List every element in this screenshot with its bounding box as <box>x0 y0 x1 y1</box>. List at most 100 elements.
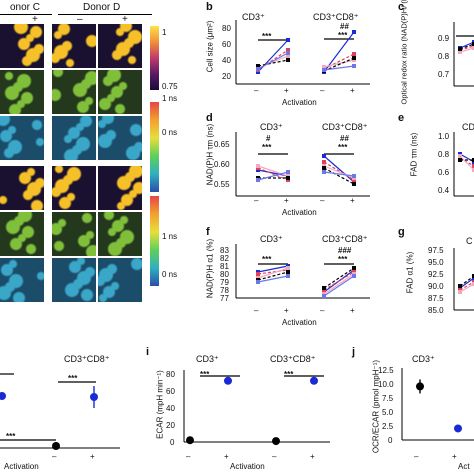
colorbar-redox <box>150 26 159 90</box>
panel-e-pair-end <box>472 164 474 168</box>
panel-b-left-pair-end <box>286 54 290 58</box>
panel-f-plot <box>235 244 370 299</box>
panel-h-plot <box>0 373 120 450</box>
panel-c-label: c <box>398 1 405 13</box>
panel-b-left-pair-end <box>286 48 290 52</box>
cbar-mid-tick-2: 0 ns <box>162 128 178 137</box>
donor-c-underline <box>0 14 52 15</box>
panel-d-left-pair-line <box>257 171 289 181</box>
panel-b-x-plus-1: + <box>284 86 289 95</box>
panel-e-label: e <box>398 112 405 124</box>
panel-i-ytick-0: 0 <box>170 438 175 447</box>
panel-i-x-plus-2: + <box>310 452 315 461</box>
panel-b-left-pair-line <box>257 52 289 70</box>
micrograph-tile <box>0 116 44 160</box>
panel-j-ytick-50: 5.0 <box>382 408 394 417</box>
donor-c-plus-header: + <box>32 14 38 25</box>
panel-b-sig-top-right: ## <box>340 22 349 31</box>
panel-h-x-minus: – <box>52 452 57 461</box>
panel-g-pair-line <box>459 283 474 293</box>
panel-b-ytick-60: 60 <box>222 40 231 49</box>
panel-d-title-right: CD3⁺CD8⁺ <box>322 122 368 132</box>
panel-i-ylabel: ECAR (mpH min⁻¹) <box>155 370 165 439</box>
panel-g-ylabel: FAD α1 (%) <box>405 251 415 294</box>
panel-b-ytick-40: 40 <box>222 56 231 65</box>
panel-b-label: b <box>206 1 213 13</box>
cbar-bot-tick-1: 1 ns <box>162 232 178 241</box>
micrograph-tile <box>52 258 96 302</box>
panel-f-ytick-82: 82 <box>220 254 229 263</box>
panel-d-sig-top-left: # <box>266 134 271 143</box>
panel-b-left-pair-line <box>257 59 289 67</box>
panel-f-ytick-77: 77 <box>220 294 229 303</box>
panel-i-sig-left: *** <box>200 370 210 379</box>
panel-f-right-pair-start <box>322 294 326 298</box>
panel-g-ytick-900: 90.0 <box>428 282 444 291</box>
panel-b-left-pair-end <box>286 51 290 55</box>
panel-d-label: d <box>206 112 213 124</box>
panel-c-pair-end <box>472 46 474 50</box>
panel-d-left-pair-line <box>257 165 289 177</box>
panel-d-right-pair-start <box>322 160 326 164</box>
panel-g-pair-end <box>472 274 474 278</box>
panel-h-x-plus: + <box>90 452 95 461</box>
colorbar-fad-tau <box>150 196 159 286</box>
panel-f-right-pair-line <box>323 275 355 297</box>
panel-g-title: C <box>466 236 473 246</box>
panel-c-pair-line <box>459 47 474 53</box>
panel-b-title-right: CD3⁺CD8⁺ <box>313 12 359 22</box>
panel-d-xlabel: Activation <box>282 208 317 217</box>
panel-e-pair-line <box>459 155 474 171</box>
panel-e-pair-end <box>472 168 474 172</box>
panel-j-ytick-25: 2.5 <box>382 422 394 431</box>
micrograph-tile <box>52 70 96 114</box>
panel-f-ytick-81: 81 <box>220 262 229 271</box>
panel-b-right-pair-end <box>352 30 356 34</box>
panel-e-ylabel: FAD τm (ns) <box>409 132 419 177</box>
panel-b-right-pair-end <box>352 64 356 68</box>
panel-f-right-pair-start <box>322 286 326 290</box>
panel-h-point-left <box>0 392 6 400</box>
panel-d-left-pair-start <box>256 178 260 182</box>
panel-i-x-plus-1: + <box>224 452 229 461</box>
panel-g-ytick-925: 92.5 <box>428 270 444 279</box>
panel-h-title-right: CD3⁺CD8⁺ <box>64 354 110 364</box>
panel-e-pair-end <box>472 158 474 162</box>
micrograph-tile <box>52 166 96 210</box>
panel-d-right-pair-end <box>352 182 356 186</box>
panel-f-left-pair-line <box>257 271 289 281</box>
panel-f-left-pair-end <box>286 266 290 270</box>
panel-d-right-pair-line <box>323 161 355 181</box>
micrograph-tile <box>0 24 44 68</box>
panel-d-ytick-055: 0.55 <box>214 180 230 189</box>
panel-i-x-minus-1: – <box>186 452 191 461</box>
panel-d-title-left: CD3⁺ <box>260 122 283 132</box>
panel-e-title: CD <box>462 122 474 132</box>
panel-b-ytick-20: 20 <box>222 72 231 81</box>
panel-i-ytick-60: 60 <box>166 387 175 396</box>
panel-i-ytick-20: 20 <box>166 421 175 430</box>
panel-b-right-pair-end <box>352 52 356 56</box>
panel-f-sig-top-right: ### <box>338 246 352 255</box>
panel-d-left-pair-end <box>286 176 290 180</box>
panel-g-ytick-950: 95.0 <box>428 258 444 267</box>
panel-g-pair-start <box>458 284 462 288</box>
panel-j-ytick-0: 0 <box>388 436 393 445</box>
donor-d-header: Donor D <box>83 2 121 13</box>
panel-h-sig-bot: *** <box>6 432 16 441</box>
panel-i-title-right: CD3⁺CD8⁺ <box>270 354 316 364</box>
panel-f-sig-bot-right: *** <box>338 255 348 264</box>
panel-f-ytick-83: 83 <box>220 246 229 255</box>
panel-b-right-pair-line <box>323 59 355 68</box>
panel-d-right-pair-line <box>323 171 355 177</box>
panel-h-sig-top: *** <box>68 374 78 383</box>
panel-b-right-pair-start <box>322 68 326 72</box>
micrograph-tile <box>98 70 142 114</box>
micrograph-tile <box>0 166 44 210</box>
panel-g-pair-line <box>459 277 474 289</box>
panel-f-x-plus-1: + <box>284 306 289 315</box>
panel-b-plot <box>235 20 370 85</box>
panel-e-ytick-08: 0.8 <box>438 150 450 159</box>
panel-f-x-plus-2: + <box>350 306 355 315</box>
panel-c-plot <box>453 22 474 87</box>
